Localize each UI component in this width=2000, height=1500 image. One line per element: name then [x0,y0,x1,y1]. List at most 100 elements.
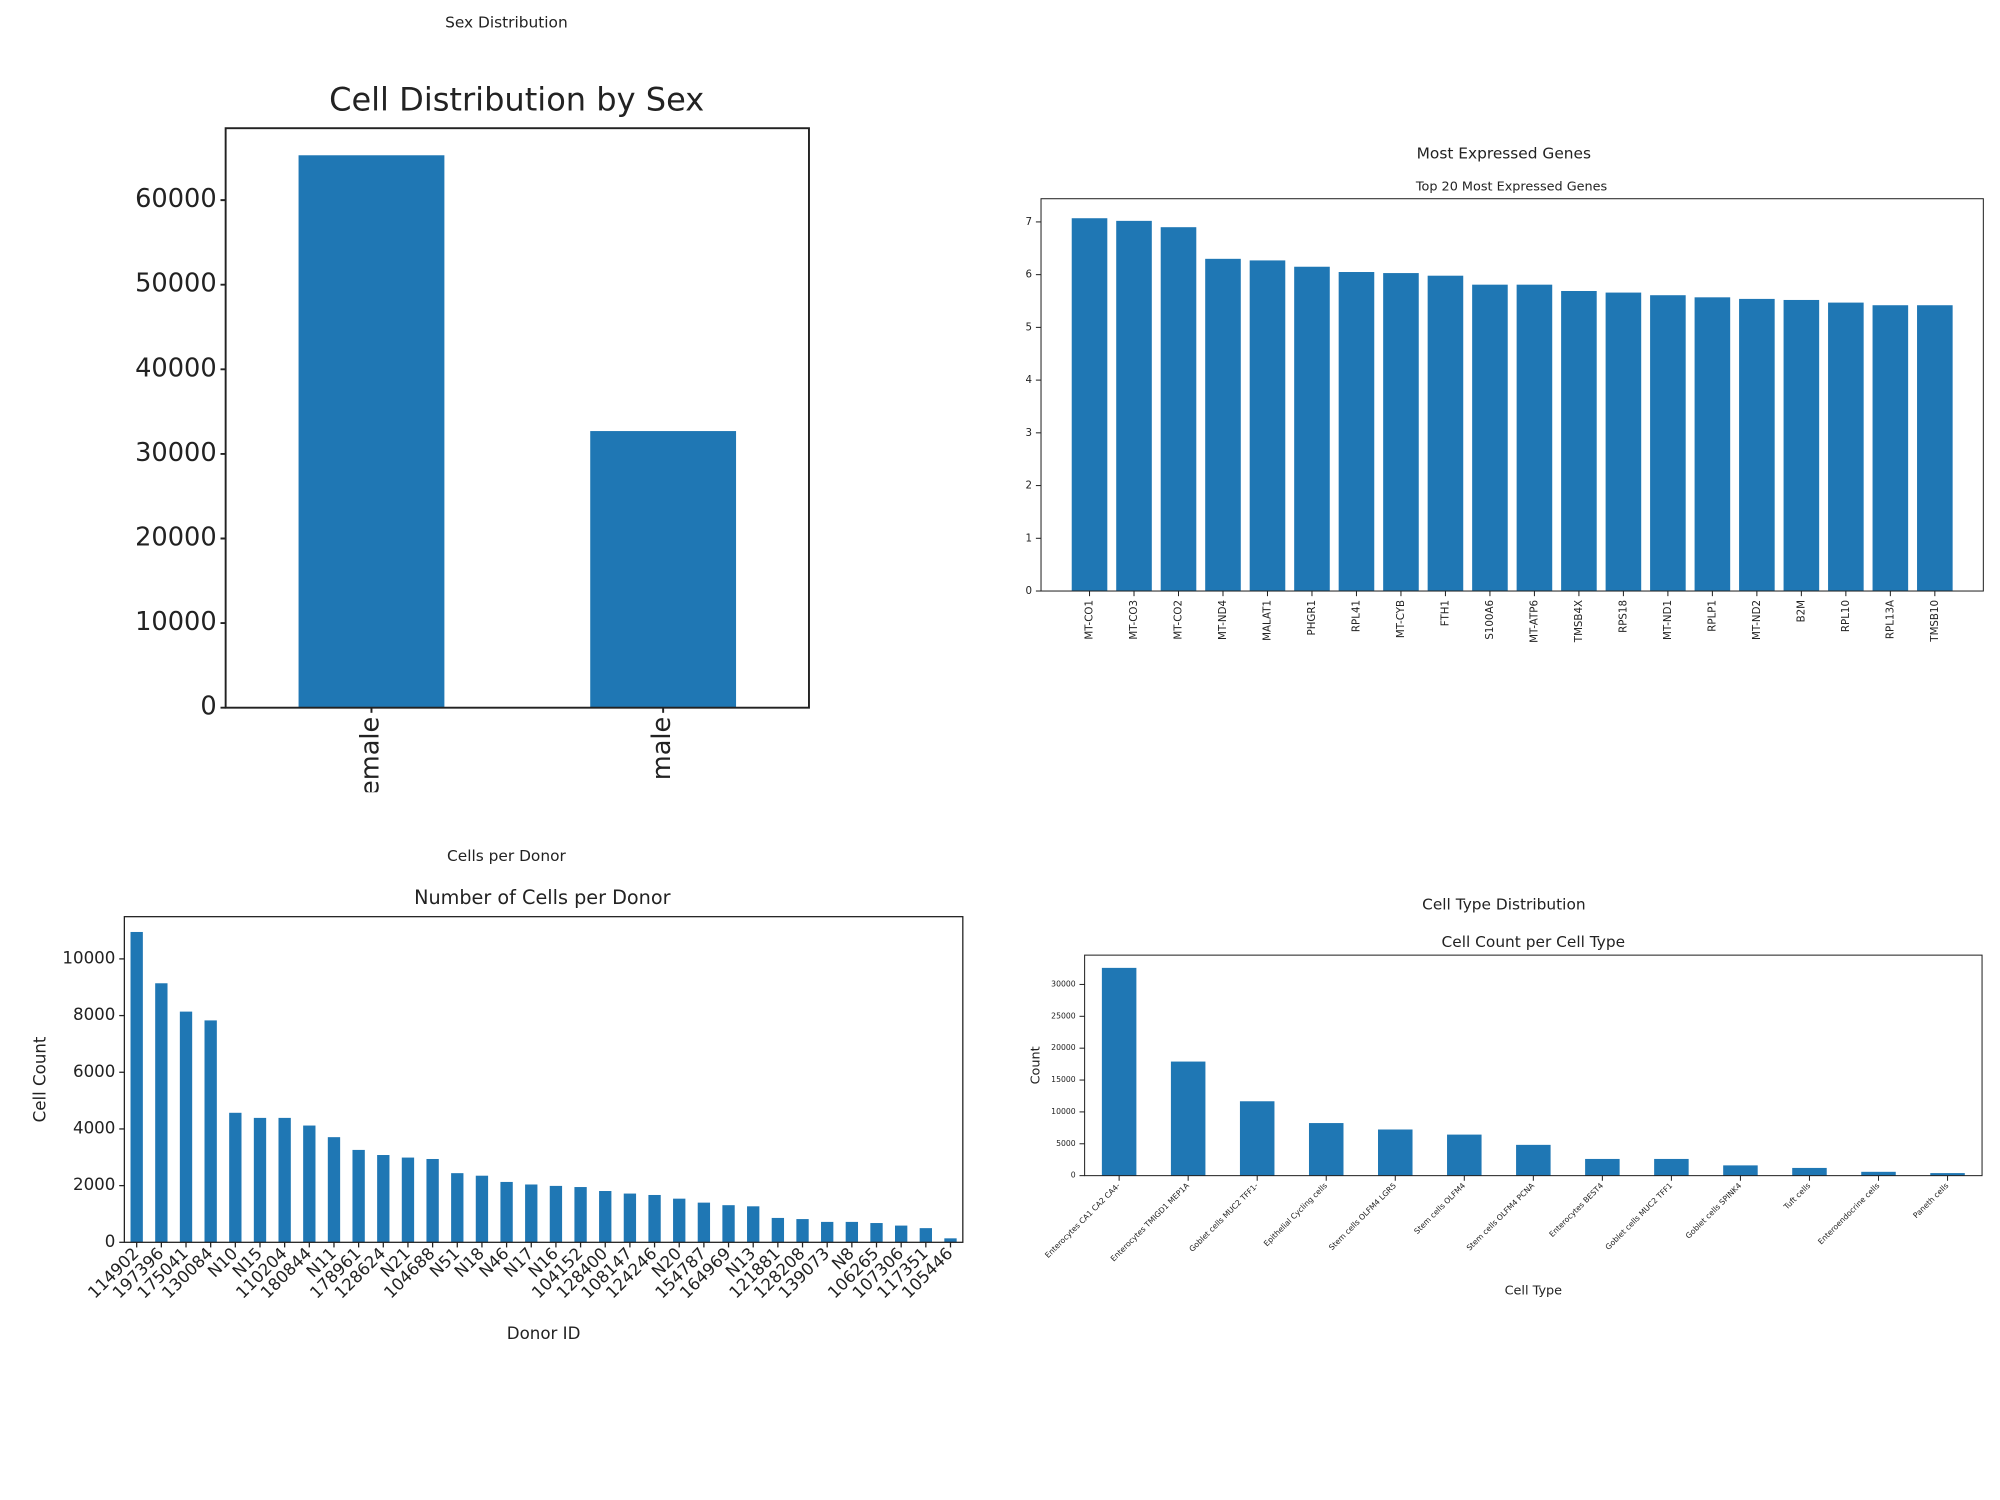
x-tick-label: MT-CO3 [1128,600,1140,640]
bar [1917,305,1953,592]
x-axis-label: Donor ID [507,1324,581,1343]
bar [1561,290,1597,592]
bar [1828,302,1864,592]
y-tick-label: 20000 [1051,1043,1076,1052]
y-tick-label: 8000 [73,1005,115,1024]
bar [1205,258,1241,592]
plot-frame [123,916,964,1243]
x-tick-label: TMSB10 [1929,600,1941,643]
bar [845,1221,859,1243]
x-tick-label: RPL10 [1840,600,1852,632]
bar [1239,1101,1275,1176]
y-tick-label: 25000 [1051,1011,1076,1020]
y-tick-label: 30000 [1051,979,1076,988]
bar [722,1205,735,1243]
plot-frame [1040,198,1984,592]
y-tick-label: 0 [105,1232,116,1251]
chart-panel: Top 20 Most Expressed Genes 0 1 2 3 4 5 6 7 MT-CO… [1026,180,1984,643]
y-tick-label: 2 [1026,480,1033,492]
y-tick-label: 5000 [1056,1139,1076,1148]
bar [327,1137,341,1243]
bar [895,1225,908,1243]
bar [1071,218,1108,592]
bar [747,1206,760,1243]
panel-title: Sex Distribution [445,14,568,32]
bar [697,1202,711,1243]
x-tick-label: MT-ND1 [1662,600,1674,640]
x-tick-label: S100A6 [1484,600,1496,640]
x-tick-label: male [647,717,677,781]
bar [870,1223,883,1243]
bar [298,155,445,708]
y-tick-label: 0 [1026,585,1033,597]
bar [525,1184,538,1243]
bar [1516,1144,1551,1176]
panel-title: Most Expressed Genes [1417,144,1591,162]
bar [1160,227,1197,592]
bar [475,1175,489,1243]
bar [1378,1129,1413,1176]
bar [426,1158,439,1243]
bar [1739,298,1775,592]
bar [1930,1173,1965,1176]
bar [401,1157,415,1243]
y-tick-label: 3 [1026,427,1033,439]
x-tick-label: MT-ATP6 [1528,600,1540,643]
bar [796,1219,809,1243]
y-tick-label: 40000 [135,353,217,383]
bar [155,983,168,1243]
bar [673,1198,686,1243]
bar [623,1193,637,1243]
x-tick-label: B2M [1795,600,1807,622]
y-tick-label: 6 [1026,269,1033,281]
y-tick-label: 60000 [135,184,217,214]
bar [1723,1165,1758,1176]
bar [1447,1134,1482,1176]
bar [1249,260,1286,592]
y-tick-label: 10000 [1051,1107,1076,1116]
bar [648,1194,661,1243]
y-axis-label: Cell Count [31,1036,50,1122]
bar [303,1125,316,1243]
bar [574,1187,587,1243]
x-tick-label: MT-ND2 [1751,600,1763,640]
bar [1516,284,1553,592]
bar [1338,272,1375,592]
bar [1872,305,1909,592]
y-tick-label: 4000 [73,1118,115,1137]
x-tick-label: female [355,717,385,805]
bar [1694,297,1731,592]
bar [771,1217,785,1243]
y-tick-label: 2000 [73,1175,115,1194]
bar [1654,1158,1689,1176]
bar [1472,284,1508,592]
bar [1605,292,1642,592]
bar [253,1117,267,1243]
y-tick-label: 15000 [1051,1075,1076,1084]
bar [919,1228,932,1243]
x-tick-label: TMSB4X [1573,600,1585,643]
y-tick-label: 10000 [62,948,115,967]
bar [599,1191,612,1243]
bar [1116,220,1152,592]
y-axis-label: Count [1028,1046,1043,1084]
x-tick-label: RPS18 [1617,600,1629,633]
y-tick-label: 1 [1026,532,1033,544]
x-tick-label: PHGR1 [1306,600,1318,635]
bar [549,1185,563,1243]
bar [1585,1158,1620,1176]
y-tick-label: 5 [1026,321,1033,333]
x-tick-label: MALAT1 [1261,600,1273,641]
y-tick-label: 10000 [135,607,217,637]
chart-title: Cell Count per Cell Type [1442,933,1626,951]
bar [179,1011,193,1243]
y-tick-label: 0 [200,692,216,722]
x-tick-label: MT-CO1 [1084,600,1096,640]
bar [1383,273,1419,592]
bar [1650,295,1686,592]
bar [821,1221,834,1243]
bar [377,1155,390,1243]
x-tick-label: MT-CYB [1395,600,1407,638]
bar [1427,275,1464,592]
x-tick-label: MT-CO2 [1173,600,1185,640]
